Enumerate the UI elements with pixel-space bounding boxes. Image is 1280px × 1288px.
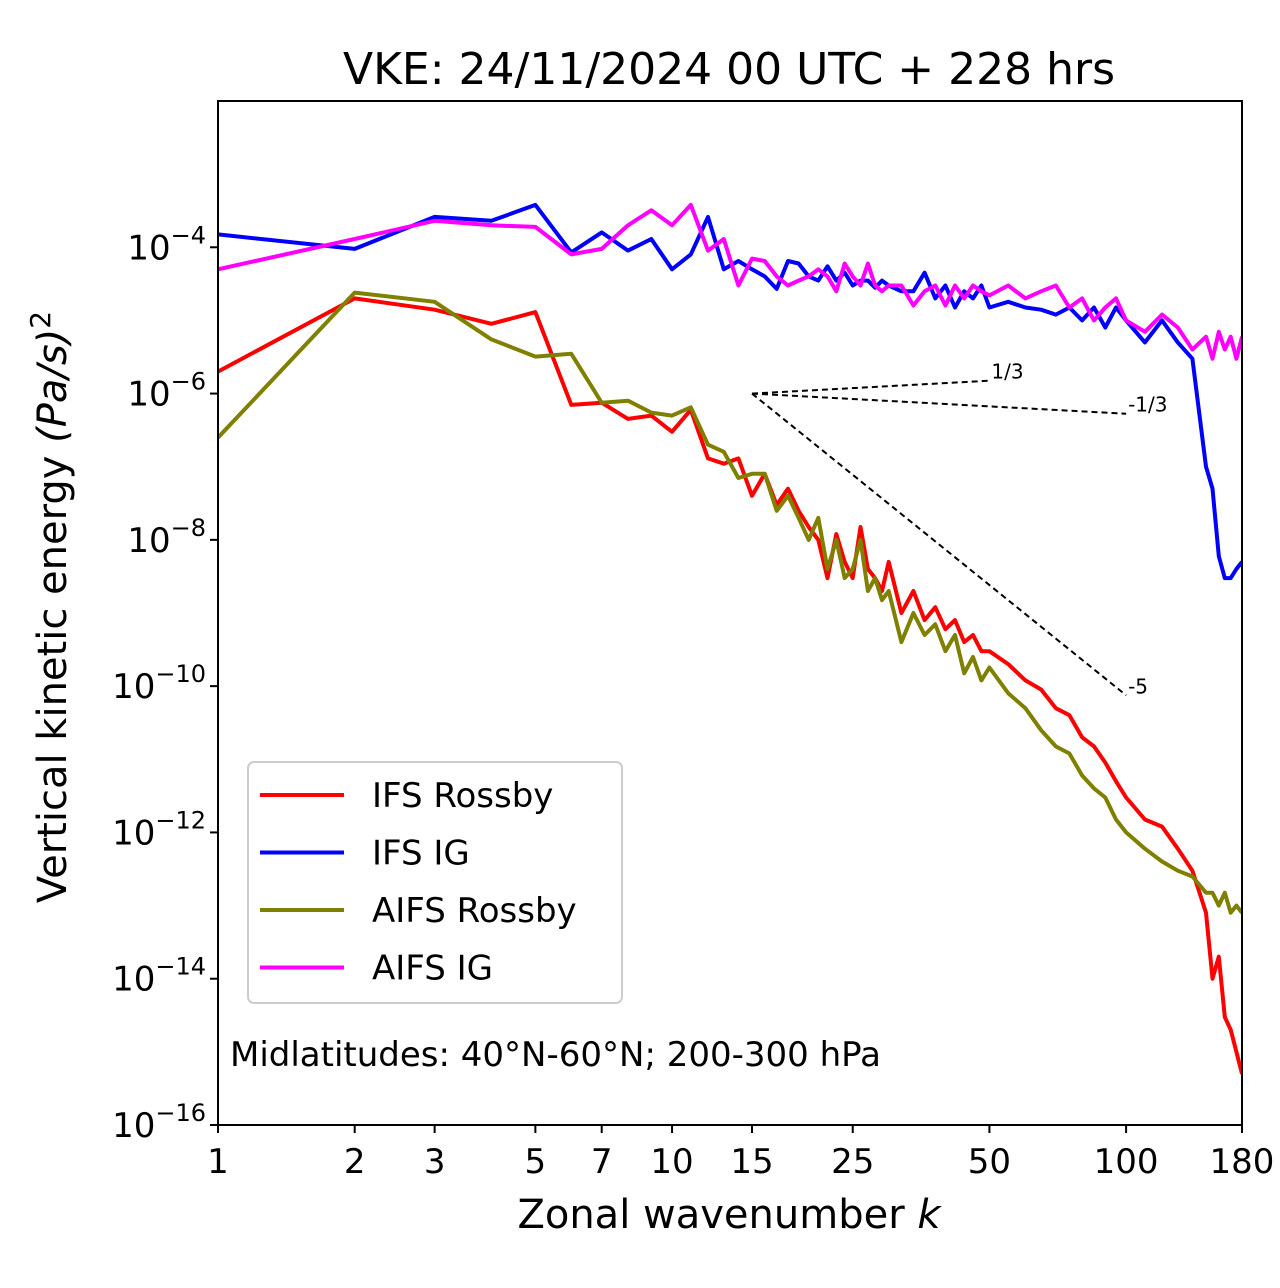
legend-label-aifs-ig: AIFS IG [372, 949, 493, 989]
y-tick-label: 10−12 [112, 806, 206, 853]
y-tick-label: 10−6 [127, 368, 206, 415]
legend-label-ifs-rossby: IFS Rossby [372, 776, 553, 816]
y-axis-ticks: 10−16 10−14 10−12 10−10 10−8 10−6 10−4 [112, 221, 218, 1146]
x-tick-label: 7 [591, 1142, 613, 1182]
x-tick-label: 1 [207, 1142, 229, 1182]
legend-box [247, 761, 623, 1004]
reference-slope-line [751, 392, 1127, 415]
plot-frame [217, 100, 1243, 1126]
chart-title: VKE: 24/11/2024 00 UTC + 228 hrs [343, 44, 1115, 95]
y-tick-label: 10−16 [112, 1099, 206, 1146]
x-axis-ticks: 1 2 3 5 7 10 15 25 50 100 180 [207, 1125, 1274, 1182]
x-tick-label: 5 [525, 1142, 547, 1182]
y-tick-label: 10−14 [112, 953, 206, 1000]
x-tick-label: 25 [831, 1142, 874, 1182]
y-tick-label: 10−8 [127, 514, 206, 561]
y-axis-label: Vertical kinetic energy (Pa/s)2 [24, 311, 76, 903]
reference-slope-line [751, 392, 1127, 697]
x-tick-label: 180 [1210, 1142, 1275, 1182]
x-tick-label: 10 [650, 1142, 693, 1182]
reference-slope-label: -5 [1128, 674, 1148, 698]
reference-slope-lines [751, 379, 1127, 697]
series-line-aifs-ig [218, 202, 1242, 361]
reference-slope-label: -1/3 [1128, 393, 1167, 417]
x-tick-label: 50 [968, 1142, 1011, 1182]
x-tick-label: 2 [344, 1142, 366, 1182]
x-tick-label: 100 [1094, 1142, 1159, 1182]
legend: IFS Rossby IFS IG AIFS Rossby AIFS IG [247, 761, 623, 1004]
x-tick-label: 3 [424, 1142, 446, 1182]
y-tick-label: 10−10 [112, 660, 206, 707]
reference-slope-label: 1/3 [991, 360, 1023, 384]
legend-label-aifs-rossby: AIFS Rossby [372, 891, 577, 931]
series-line-aifs-rossby [218, 290, 1242, 915]
series-line-ifs-ig [218, 202, 1242, 581]
x-tick-label: 15 [730, 1142, 773, 1182]
legend-label-ifs-ig: IFS IG [372, 834, 470, 874]
reference-slope-labels: 1/3 -1/3 -5 [991, 360, 1167, 699]
y-tick-label: 10−4 [127, 221, 206, 268]
region-annotation: Midlatitudes: 40°N-60°N; 200-300 hPa [230, 1035, 881, 1075]
x-axis-label: Zonal wavenumber k [517, 1192, 942, 1238]
spectrum-series [218, 202, 1242, 1075]
